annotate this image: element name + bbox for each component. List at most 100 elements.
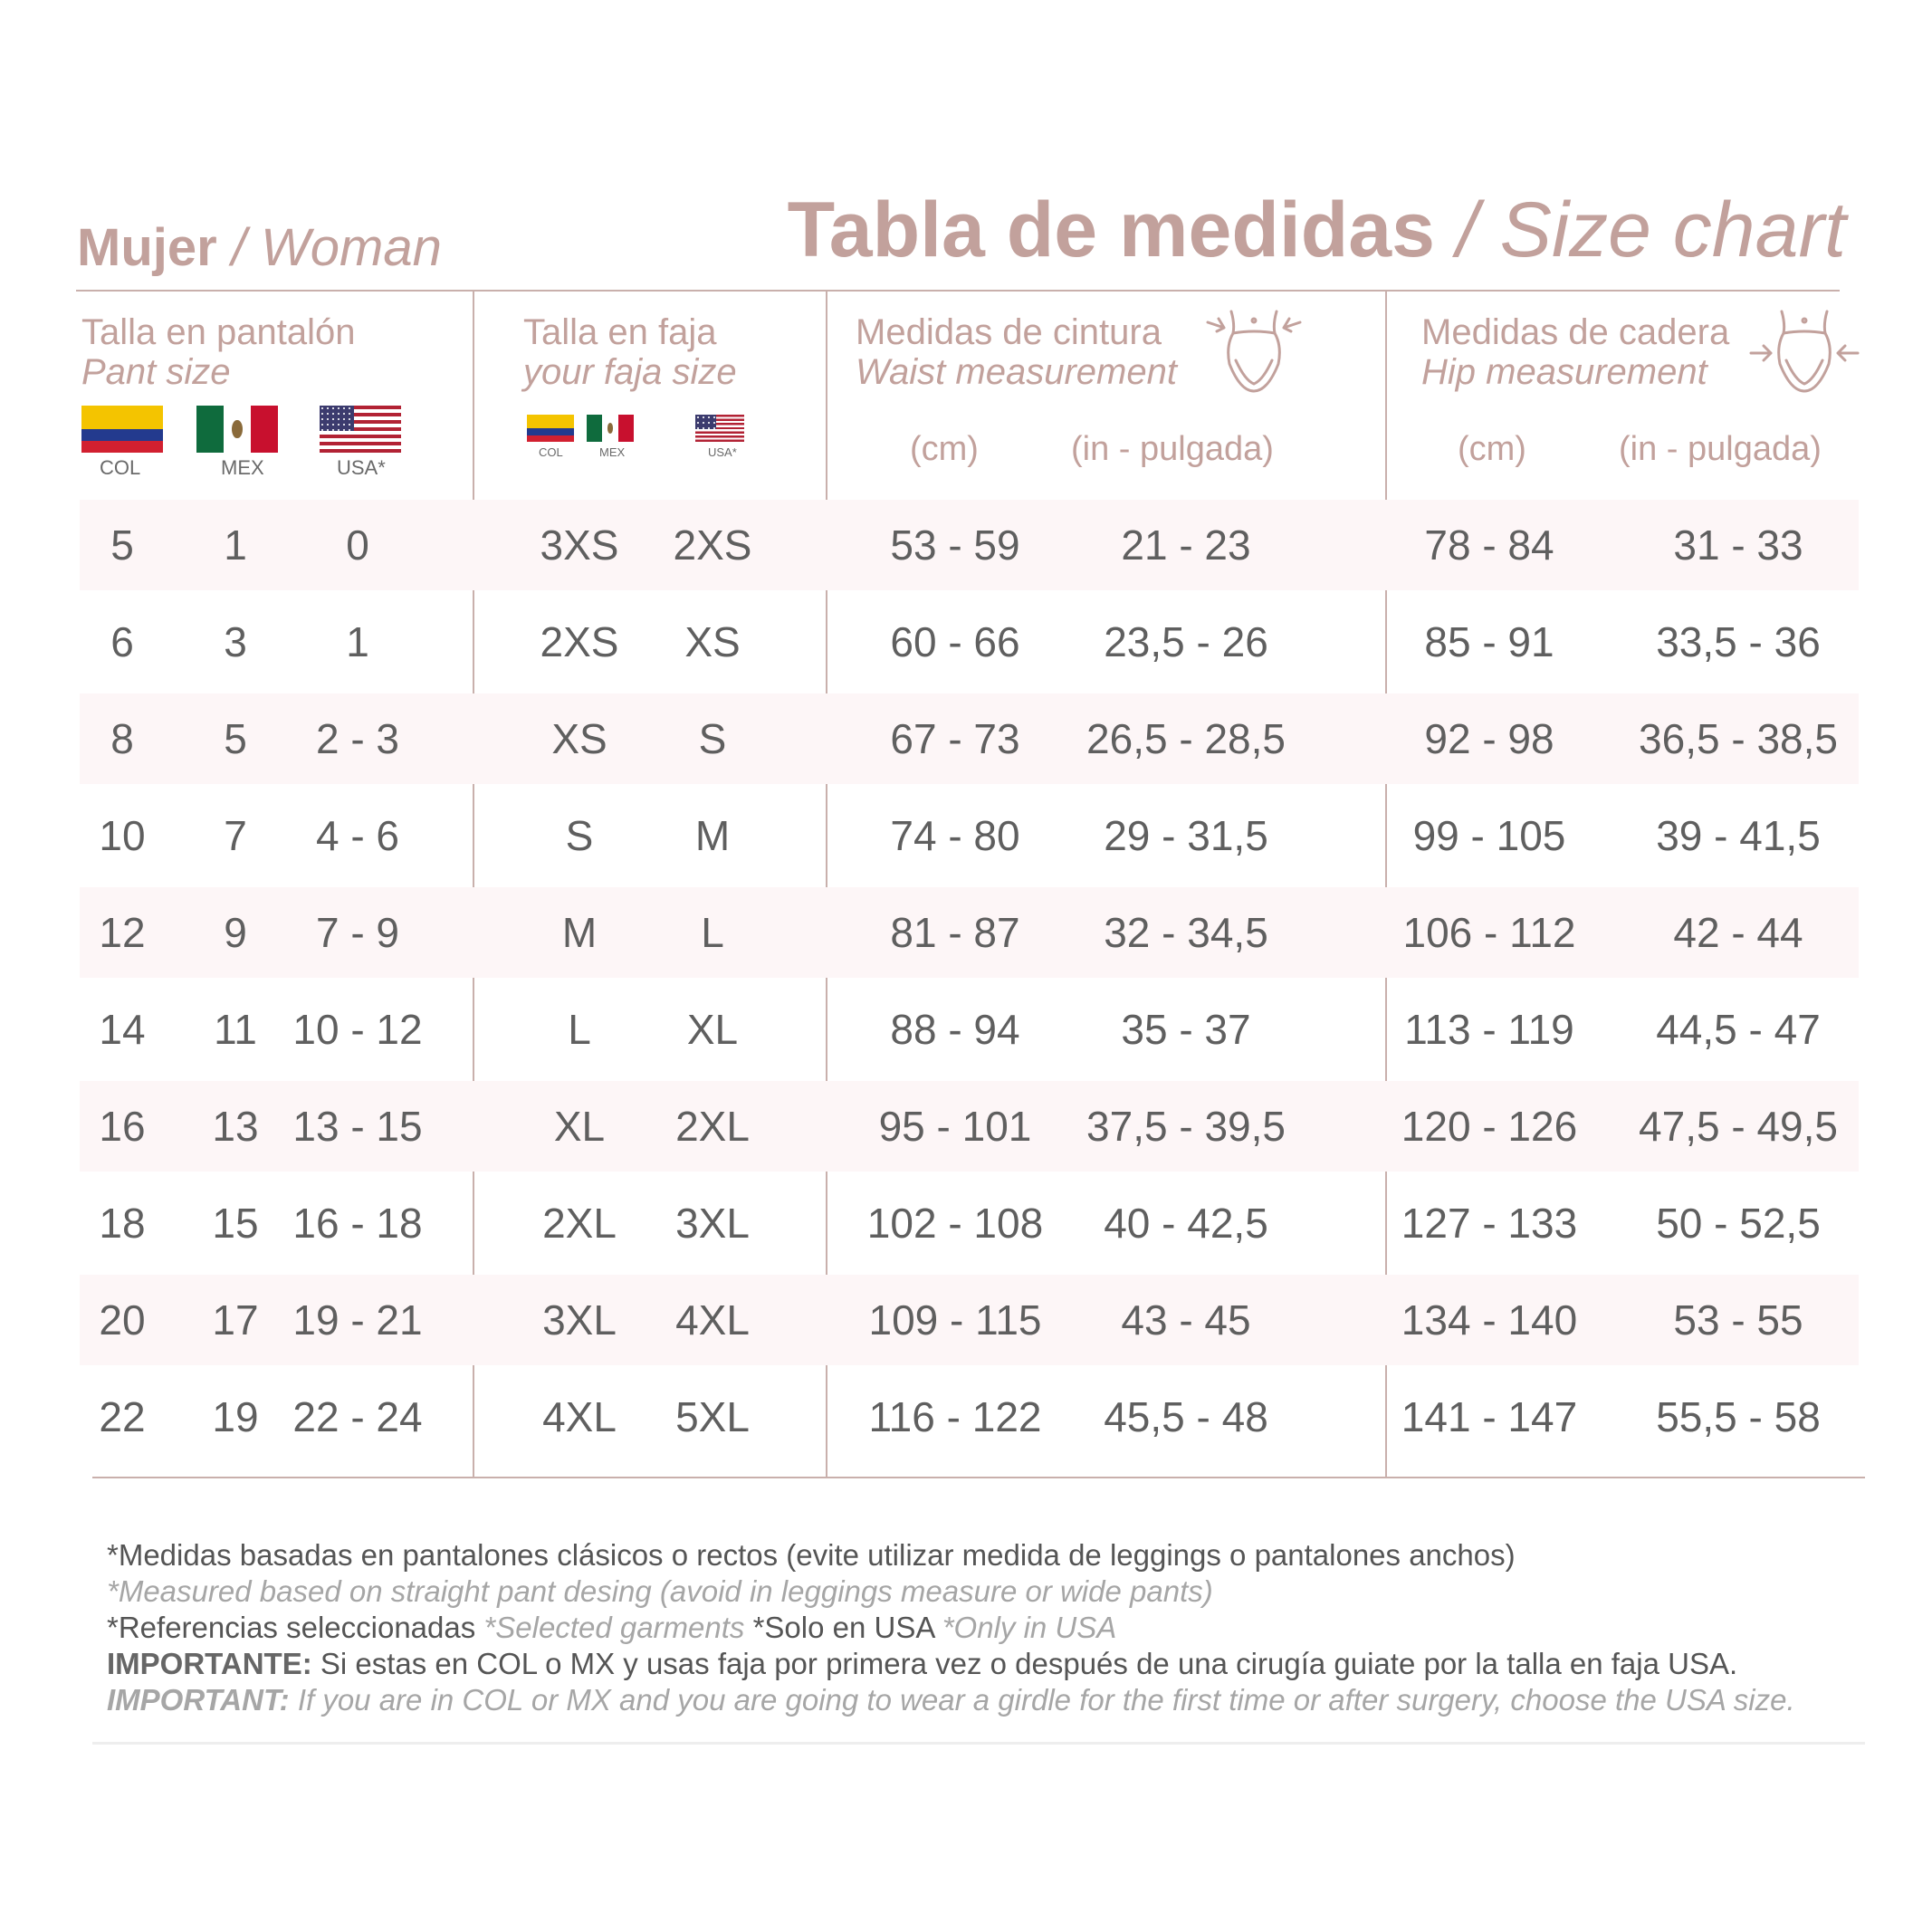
waist-header: Medidas de cintura Waist measurement	[856, 312, 1177, 392]
waist-body-icon	[1206, 310, 1302, 393]
table-row: 20 17 19 - 21 3XL 4XL 109 - 115 43 - 45 134 - 1…	[80, 1275, 1859, 1365]
cell-pant-mex: 11	[214, 1006, 257, 1053]
cell-hip-cm: 92 - 98	[1424, 715, 1554, 762]
cell-faja-col-mex: S	[565, 812, 594, 859]
cell-hip-cm: 134 - 140	[1401, 1296, 1578, 1344]
cell-faja-col-mex: 2XS	[540, 618, 619, 665]
cell-hip-in: 55,5 - 58	[1656, 1393, 1821, 1440]
column-divider-3	[1385, 290, 1387, 1478]
note-important-en-text: If you are in COL or MX and you are goin…	[289, 1683, 1795, 1717]
title-right-italic: / Size chart	[1434, 187, 1846, 273]
cell-faja-col-mex: 4XL	[542, 1393, 617, 1440]
cell-waist-cm: 74 - 80	[890, 812, 1020, 859]
notes: *Medidas basadas en pantalones clásicos …	[107, 1537, 1795, 1718]
cell-pant-col: 22	[99, 1393, 146, 1440]
flag-label-small-usa: USA*	[708, 445, 737, 459]
hip-body-icon	[1749, 310, 1860, 393]
cell-waist-in: 21 - 23	[1121, 521, 1251, 569]
usa-flag-small-icon	[695, 415, 744, 442]
notes-divider	[92, 1742, 1865, 1745]
cell-faja-col-mex: 3XS	[540, 521, 619, 569]
table-row: 18 15 16 - 18 2XL 3XL 102 - 108 40 - 42,5 127 -…	[80, 1178, 1859, 1268]
hip-title: Medidas de cadera	[1421, 312, 1730, 352]
cell-waist-cm: 95 - 101	[878, 1103, 1032, 1150]
note-line-3: *Referencias seleccionadas *Selected gar…	[107, 1610, 1795, 1646]
cell-waist-in: 26,5 - 28,5	[1086, 715, 1286, 762]
cell-waist-cm: 67 - 73	[890, 715, 1020, 762]
cell-faja-usa: 3XL	[675, 1200, 750, 1247]
pant-size-header: Talla en pantalón Pant size	[81, 312, 355, 392]
waist-unit-cm: (cm)	[910, 430, 979, 468]
cell-pant-col: 14	[99, 1006, 146, 1053]
usa-flag-icon	[320, 406, 401, 453]
cell-pant-col: 8	[110, 715, 134, 762]
cell-pant-col: 10	[99, 812, 146, 859]
cell-faja-usa: M	[694, 812, 731, 859]
cell-pant-usa: 19 - 21	[292, 1296, 423, 1344]
flag-label-col: COL	[100, 456, 141, 479]
waist-subtitle: Waist measurement	[856, 352, 1177, 392]
cell-hip-cm: 127 - 133	[1401, 1200, 1578, 1247]
cell-faja-usa: 5XL	[675, 1393, 750, 1440]
cell-hip-cm: 85 - 91	[1424, 618, 1554, 665]
cell-hip-cm: 141 - 147	[1401, 1393, 1578, 1440]
mexico-flag-icon	[196, 406, 278, 453]
cell-pant-col: 6	[110, 618, 134, 665]
note-selected-en: *Selected garments	[483, 1611, 745, 1644]
note-line-5: IMPORTANT: If you are in COL or MX and y…	[107, 1682, 1795, 1718]
cell-hip-cm: 78 - 84	[1424, 521, 1554, 569]
cell-pant-mex: 5	[224, 715, 247, 762]
cell-hip-in: 33,5 - 36	[1656, 618, 1821, 665]
cell-faja-usa: S	[698, 715, 727, 762]
note-line-1: *Medidas basadas en pantalones clásicos …	[107, 1538, 1516, 1572]
cell-pant-mex: 19	[212, 1393, 259, 1440]
hip-header: Medidas de cadera Hip measurement	[1421, 312, 1729, 392]
cell-faja-col-mex: XS	[551, 715, 607, 762]
waist-unit-in: (in - pulgada)	[1071, 430, 1274, 468]
cell-waist-cm: 53 - 59	[890, 521, 1020, 569]
cell-hip-cm: 120 - 126	[1401, 1103, 1578, 1150]
cell-pant-col: 16	[99, 1103, 146, 1150]
title-left-italic: / Woman	[216, 218, 442, 277]
note-usa-es: *Solo en USA	[752, 1611, 934, 1644]
cell-pant-col: 18	[99, 1200, 146, 1247]
cell-faja-usa: L	[701, 909, 724, 956]
cell-hip-cm: 106 - 112	[1402, 909, 1576, 956]
cell-hip-in: 44,5 - 47	[1656, 1006, 1821, 1053]
pant-size-title: Talla en pantalón	[81, 312, 356, 352]
cell-pant-mex: 3	[224, 618, 247, 665]
cell-hip-in: 39 - 41,5	[1656, 812, 1821, 859]
title-left-bold: Mujer	[77, 218, 217, 277]
note-usa-en: *Only in USA	[942, 1611, 1117, 1644]
cell-pant-usa: 13 - 15	[292, 1103, 423, 1150]
note-line-4: IMPORTANTE: Si estas en COL o MX y usas …	[107, 1646, 1795, 1682]
cell-hip-in: 36,5 - 38,5	[1639, 715, 1838, 762]
cell-waist-in: 40 - 42,5	[1104, 1200, 1268, 1247]
table-row: 12 9 7 - 9 M L 81 - 87 32 - 34,5 106 - 112 42 - …	[80, 887, 1859, 978]
waist-title: Medidas de cintura	[856, 312, 1162, 352]
colombia-flag-icon	[81, 406, 163, 453]
flag-label-mex: MEX	[221, 456, 264, 479]
pant-size-subtitle: Pant size	[81, 352, 231, 392]
cell-faja-usa: XL	[686, 1006, 739, 1053]
cell-pant-mex: 1	[224, 521, 247, 569]
table-row: 5 1 0 3XS 2XS 53 - 59 21 - 23 78 - 84 31 - 33	[80, 500, 1859, 590]
hip-subtitle: Hip measurement	[1421, 352, 1707, 392]
faja-size-subtitle: your faja size	[523, 352, 737, 392]
cell-hip-in: 53 - 55	[1673, 1296, 1803, 1344]
page-title: Tabla de medidas / Size chart	[788, 186, 1846, 275]
cell-pant-usa: 4 - 6	[315, 812, 400, 859]
cell-faja-usa: 2XL	[675, 1103, 750, 1150]
note-line-2: *Measured based on straight pant desing …	[107, 1574, 1213, 1608]
title-right-bold: Tabla de medidas	[787, 187, 1435, 273]
cell-pant-mex: 15	[212, 1200, 259, 1247]
cell-waist-cm: 88 - 94	[890, 1006, 1020, 1053]
cell-pant-usa: 10 - 12	[292, 1006, 423, 1053]
top-divider	[76, 290, 1840, 292]
faja-size-title: Talla en faja	[523, 312, 717, 352]
mexico-flag-small-icon	[587, 415, 634, 442]
cell-waist-in: 32 - 34,5	[1104, 909, 1268, 956]
flag-label-small-mex: MEX	[599, 445, 626, 459]
cell-hip-cm: 99 - 105	[1412, 812, 1566, 859]
cell-waist-cm: 102 - 108	[866, 1200, 1044, 1247]
